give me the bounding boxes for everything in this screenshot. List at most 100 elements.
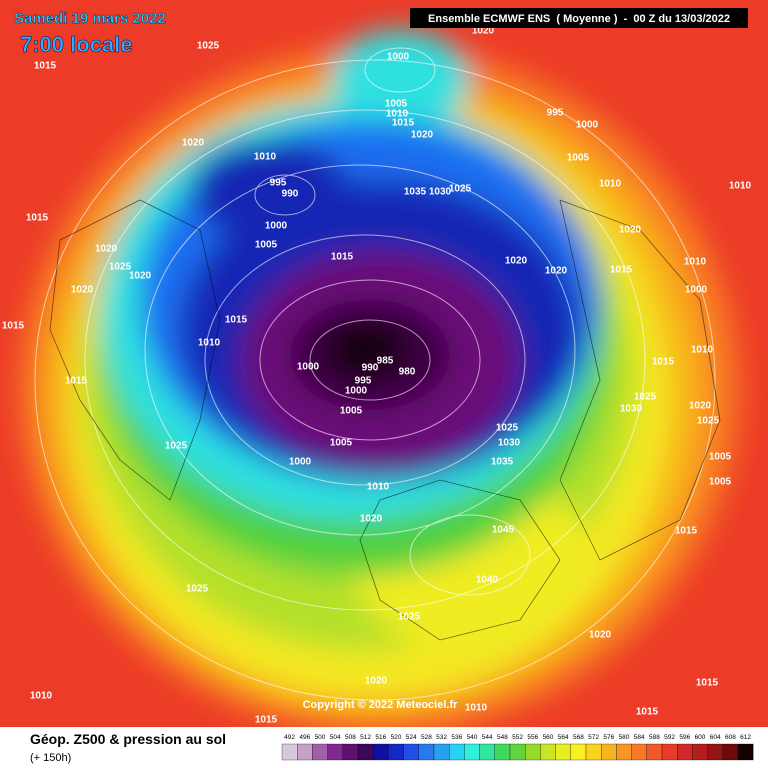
- scale-swatch: [403, 743, 419, 761]
- scale-label: 520: [391, 734, 402, 741]
- isobar-label: 1015: [652, 357, 675, 368]
- scale-label: 492: [284, 734, 295, 741]
- isobar-label: 1025: [496, 423, 519, 434]
- scale-swatch: [601, 743, 617, 761]
- isobar-label: 1010: [691, 345, 714, 356]
- isobar-label: 1025: [186, 584, 209, 595]
- isobar-labels: 1015102510001020100510101015102099510001…: [2, 26, 752, 726]
- isobar-label: 1020: [472, 26, 495, 37]
- isobar-label: 1020: [182, 138, 205, 149]
- scale-swatch: [297, 743, 313, 761]
- isobar-label: 1010: [386, 109, 409, 120]
- isobar-label: 1010: [198, 338, 221, 349]
- scale-swatch: [692, 743, 708, 761]
- isobar-label: 1025: [634, 392, 657, 403]
- isobar-label: 1005: [330, 438, 353, 449]
- isobar-label: 1000: [685, 285, 708, 296]
- scale-swatch: [312, 743, 328, 761]
- footer-title: Géop. Z500 & pression au sol: [30, 731, 226, 747]
- scale-label: 508: [345, 734, 356, 741]
- isobar-label: 1035: [404, 187, 427, 198]
- scale-swatch: [677, 743, 693, 761]
- scale-label: 536: [451, 734, 462, 741]
- isobar-label: 1020: [545, 266, 568, 277]
- model-box: [410, 8, 748, 28]
- scale-swatch: [570, 743, 587, 761]
- isobar-label: 995: [547, 108, 564, 119]
- isobar-label: 1015: [392, 118, 415, 129]
- scale-swatch: [464, 743, 480, 761]
- isobar-label: 990: [282, 189, 299, 200]
- scale-swatch: [281, 743, 298, 761]
- isobar-label: 1015: [331, 252, 354, 263]
- scale-label: 608: [725, 734, 736, 741]
- scale-label: 600: [695, 734, 706, 741]
- color-scale: 492 496 500 504 508 512 516 520 524 528 532 536 540 5…: [281, 734, 754, 761]
- isobar-label: 1010: [684, 257, 707, 268]
- scale-label: 596: [679, 734, 690, 741]
- isobar-label: 1020: [95, 244, 118, 255]
- scale-label: 556: [527, 734, 538, 741]
- isobar-label: 1015: [610, 265, 633, 276]
- scale-label: 560: [543, 734, 554, 741]
- scale-swatch: [631, 743, 647, 761]
- scale-label: 516: [375, 734, 386, 741]
- scale-label: 512: [360, 734, 371, 741]
- isobar-label: 1025: [449, 184, 472, 195]
- isobar-label: 1045: [492, 525, 515, 536]
- isobar-label: 1015: [26, 213, 49, 224]
- scale-swatch: [661, 743, 678, 761]
- isobar-label: 1000: [297, 362, 320, 373]
- scale-label: 612: [740, 734, 751, 741]
- scale-swatch: [540, 743, 556, 761]
- isobar-label: 1020: [689, 401, 712, 412]
- scale-swatch: [737, 743, 754, 761]
- isobar-label: 1005: [340, 406, 363, 417]
- isobar-label: 1015: [65, 376, 88, 387]
- scale-label: 576: [603, 734, 614, 741]
- isobar-label: 1015: [636, 707, 659, 718]
- map-field: [0, 0, 768, 727]
- scale-label: 544: [482, 734, 493, 741]
- scale-label: 592: [664, 734, 675, 741]
- isobar-label: 1030: [498, 438, 521, 449]
- isobar-label: 985: [377, 356, 394, 367]
- isobar-label: 1040: [476, 575, 499, 586]
- scale-label: 572: [588, 734, 599, 741]
- scale-swatch: [388, 743, 404, 761]
- isobar-label: 1005: [709, 477, 732, 488]
- isobar-label: 1015: [675, 526, 698, 537]
- isobar-label: 1035: [491, 457, 514, 468]
- scale-label: 568: [573, 734, 584, 741]
- date: Samedi 19 mars 2022: [14, 10, 166, 27]
- isobar-label: 1005: [709, 452, 732, 463]
- copyright: Copyright © 2022 Meteociel.fr: [303, 699, 459, 711]
- isobar-label: 1005: [255, 240, 278, 251]
- scale-label: 504: [330, 734, 341, 741]
- isobar-label: 1000: [345, 386, 368, 397]
- scale-label: 564: [558, 734, 569, 741]
- isobar-label: 1015: [2, 321, 25, 332]
- scale-label: 588: [649, 734, 660, 741]
- scale-label: 548: [497, 734, 508, 741]
- isobar-label: 980: [399, 367, 416, 378]
- isobar-label: 995: [355, 376, 372, 387]
- scale-label: 604: [710, 734, 721, 741]
- isobar-label: 1010: [367, 482, 390, 493]
- scale-label: 580: [619, 734, 630, 741]
- scale-swatch: [646, 743, 663, 761]
- isobar-label: 1000: [289, 457, 312, 468]
- isobar-label: 1020: [411, 130, 434, 141]
- isobar-label: 1010: [599, 179, 622, 190]
- scale-swatch: [449, 743, 465, 761]
- scale-label: 528: [421, 734, 432, 741]
- isobar-label: 1005: [385, 99, 408, 110]
- isobar-label: 1005: [567, 153, 590, 164]
- scale-swatch: [418, 743, 435, 761]
- isobar-label: 1025: [165, 441, 188, 452]
- isobar-label: 995: [270, 178, 287, 189]
- isobar-label: 1020: [589, 630, 612, 641]
- scale-swatch: [616, 743, 632, 761]
- isobar-label: 1015: [34, 61, 57, 72]
- scale-swatch: [555, 743, 571, 761]
